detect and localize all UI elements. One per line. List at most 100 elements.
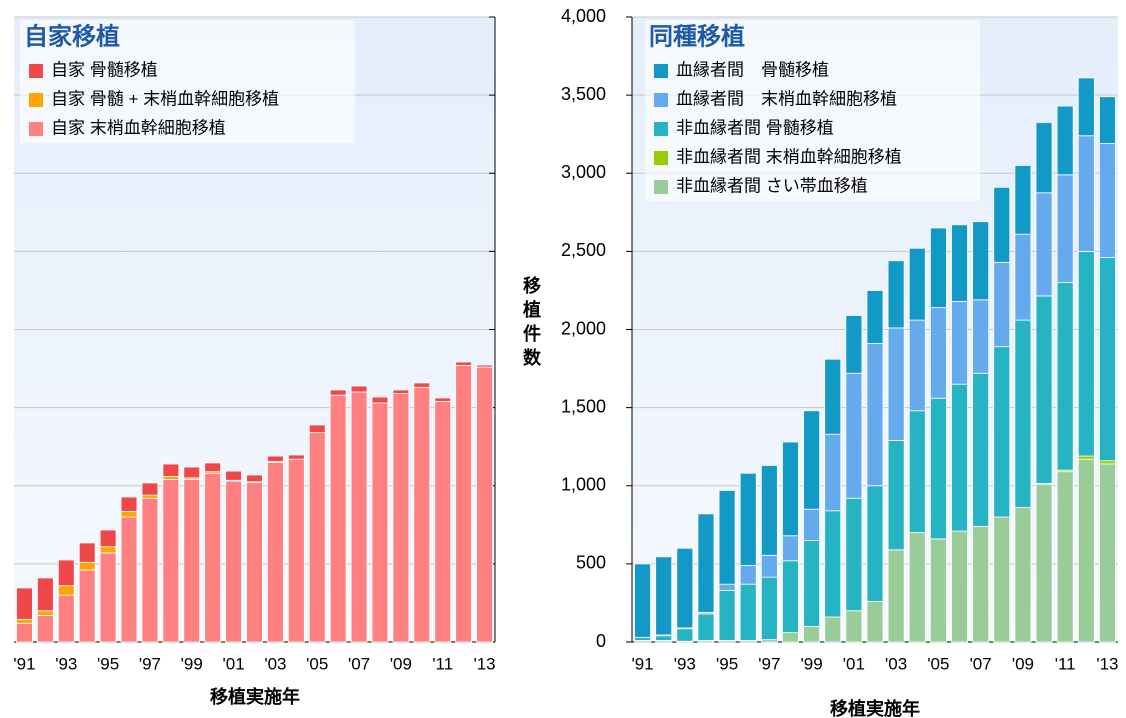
bar-segment <box>16 587 33 620</box>
bar-segment <box>908 532 926 643</box>
bar-segment <box>866 600 884 643</box>
bar-segment <box>392 393 410 643</box>
bar-segment <box>287 454 305 460</box>
bar-segment <box>803 625 821 643</box>
bar-segment <box>350 385 368 393</box>
bar-segment <box>824 616 842 643</box>
bar-segment <box>267 461 284 643</box>
bar-segment <box>1099 460 1116 465</box>
bar-segment <box>141 497 159 643</box>
legend-label: 自家 骨髄移植 <box>51 60 158 79</box>
bar-segment <box>1035 122 1053 194</box>
bar-segment <box>866 485 884 602</box>
x-tick-label: '07 <box>970 654 992 673</box>
bar-segment <box>434 400 452 643</box>
bar-segment <box>697 613 715 641</box>
bar-segment <box>162 463 180 477</box>
bar-segment <box>1014 319 1032 509</box>
bar-segment <box>803 410 821 510</box>
bar-segment <box>120 516 138 643</box>
x-tick-label: '91 <box>13 654 35 673</box>
bar-segment <box>908 410 926 534</box>
x-tick-label: '13 <box>473 654 495 673</box>
x-tick-label: '09 <box>1012 654 1034 673</box>
bar-segment <box>413 382 431 388</box>
legend-box <box>20 20 355 143</box>
bar-segment <box>413 386 431 643</box>
x-tick-label: '01 <box>843 654 865 673</box>
bar-segment <box>57 585 75 596</box>
bar-segment <box>993 261 1011 348</box>
legend-label: 自家 骨髄 + 末梢血幹細胞移植 <box>51 88 279 108</box>
bar-segment <box>1056 282 1074 471</box>
bar-segment <box>1099 257 1116 462</box>
bar-segment <box>476 366 493 643</box>
bar-segment <box>162 475 180 480</box>
y-tick-label: 3,000 <box>561 162 606 182</box>
chart-title: 自家移植 <box>24 22 120 50</box>
legend-swatch <box>654 151 668 165</box>
bar-segment <box>972 372 990 527</box>
bar-segment <box>141 494 159 499</box>
legend-label: 自家 末梢血幹細胞移植 <box>51 117 226 137</box>
bar-segment <box>329 394 347 643</box>
y-axis-title: 移植件数 <box>523 275 542 368</box>
bar-segment <box>993 346 1011 518</box>
chart-title: 同種移植 <box>649 22 745 50</box>
bar-segment <box>718 583 736 591</box>
bar-segment <box>739 472 757 566</box>
bar-segment <box>99 546 117 554</box>
bar-segment <box>1056 471 1074 643</box>
bar-segment <box>225 480 242 643</box>
bar-segment <box>246 482 263 643</box>
bar-segment <box>120 496 138 512</box>
x-tick-label: '99 <box>801 654 823 673</box>
bar-segment <box>120 511 138 518</box>
bar-segment <box>908 319 926 412</box>
bar-segment <box>676 547 694 629</box>
x-tick-label: '13 <box>1096 654 1118 673</box>
bar-segment <box>655 635 673 641</box>
bar-segment <box>455 365 472 643</box>
bar-segment <box>845 315 863 374</box>
bar-segment <box>1099 143 1116 259</box>
bar-segment <box>183 479 201 643</box>
bar-segment <box>350 391 368 643</box>
bar-segment <box>37 577 54 612</box>
bar-segment <box>16 622 33 643</box>
bar-segment <box>246 474 263 483</box>
bar-segment <box>308 432 326 643</box>
bar-segment <box>634 563 651 638</box>
legend-label: 非血縁者間 末梢血幹細胞移植 <box>676 146 902 166</box>
y-tick-label: 0 <box>596 631 606 651</box>
bar-segment <box>866 343 884 487</box>
bar-segment <box>866 290 884 344</box>
bar-segment <box>141 482 159 496</box>
legend-label: 血縁者間 骨髄移植 <box>676 60 829 79</box>
bar-segment <box>287 458 305 643</box>
bar-segment <box>1077 77 1095 137</box>
bar-segment <box>434 397 452 402</box>
legend-label: 非血縁者間 さい帯血移植 <box>676 176 868 195</box>
bar-segment <box>739 565 757 585</box>
bar-segment <box>225 470 242 481</box>
bar-segment <box>1035 192 1053 297</box>
bar-segment <box>37 615 54 643</box>
bar-segment <box>760 465 778 556</box>
bar-segment <box>99 529 117 548</box>
x-tick-label: '05 <box>306 654 328 673</box>
bar-segment <box>782 632 799 643</box>
legend-swatch <box>654 93 668 107</box>
x-tick-label: '11 <box>432 654 453 673</box>
bar-segment <box>57 559 75 587</box>
legend-label: 非血縁者間 骨髄移植 <box>676 118 834 137</box>
legend-swatch <box>654 122 668 136</box>
bar-segment <box>204 462 222 473</box>
x-tick-label: '95 <box>97 654 119 673</box>
y-tick-label: 1,500 <box>561 396 606 416</box>
bar-segment <box>739 583 757 641</box>
bar-segment <box>676 628 694 642</box>
bar-segment <box>887 260 905 329</box>
